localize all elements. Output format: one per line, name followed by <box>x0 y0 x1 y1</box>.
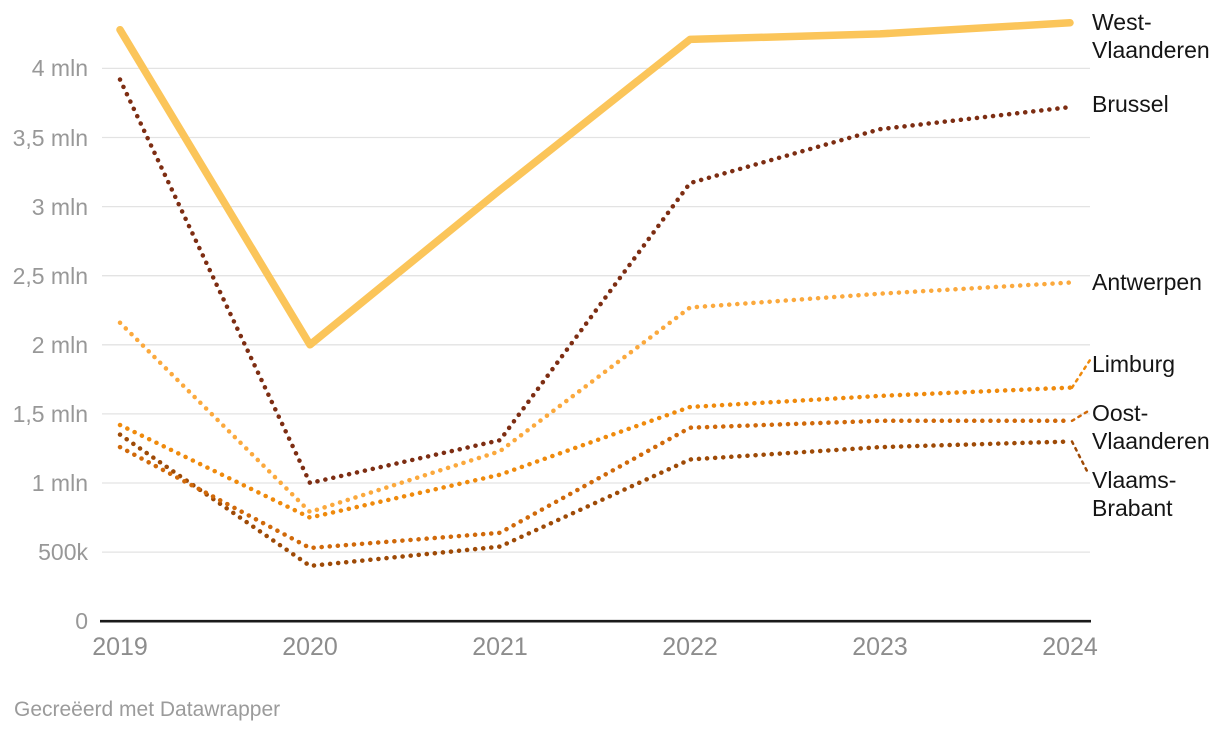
label-leader-line <box>1070 408 1092 423</box>
x-axis-tick-label: 2019 <box>92 633 148 661</box>
y-axis-tick-label: 500k <box>38 539 88 566</box>
x-axis-tick-label: 2021 <box>472 633 528 661</box>
line-chart-canvas <box>100 19 1092 623</box>
series-label-brussel: Brussel <box>1092 91 1169 117</box>
series-line-limburg <box>117 385 1073 520</box>
y-axis-tick-label: 3,5 mln <box>12 124 88 151</box>
series-label-west-vlaanderen: West- Vlaanderen <box>1092 9 1210 63</box>
label-leader-line <box>1070 440 1089 473</box>
y-axis-tick-label: 2,5 mln <box>12 262 88 289</box>
series-line-west-vlaanderen <box>116 19 1074 349</box>
series-line-vlaams-brabant <box>117 432 1073 569</box>
series-label-vlaams-brabant: Vlaams- Brabant <box>1092 467 1177 521</box>
x-axis-tick-label: 2024 <box>1042 633 1098 661</box>
label-leader-line <box>1070 358 1092 389</box>
y-axis-tick-label: 1 mln <box>31 470 88 496</box>
y-axis-tick-label: 2 mln <box>31 331 88 358</box>
y-axis-tick-label: 1,5 mln <box>12 400 88 427</box>
series-label-antwerpen: Antwerpen <box>1092 269 1202 295</box>
datawrapper-attribution: Gecreëerd met Datawrapper <box>14 698 281 721</box>
series-label-limburg: Limburg <box>1092 351 1176 377</box>
series-line-oost-vlaanderen <box>117 418 1073 551</box>
y-axis-tick-label: 3 mln <box>31 193 88 220</box>
series-line-brussel <box>117 77 1073 486</box>
x-axis-tick-label: 2020 <box>282 633 338 661</box>
x-axis-tick-label: 2022 <box>662 633 718 661</box>
y-axis-tick-label: 4 mln <box>31 55 88 82</box>
series-line-antwerpen <box>117 280 1073 515</box>
y-axis-tick-label: 0 <box>75 608 88 635</box>
x-axis-tick-label: 2023 <box>852 633 908 661</box>
chart-area: West- Vlaanderen Brussel Antwerpen Limbu… <box>12 9 1210 661</box>
series-label-oost-vlaanderen: Oost- Vlaanderen <box>1092 400 1210 454</box>
